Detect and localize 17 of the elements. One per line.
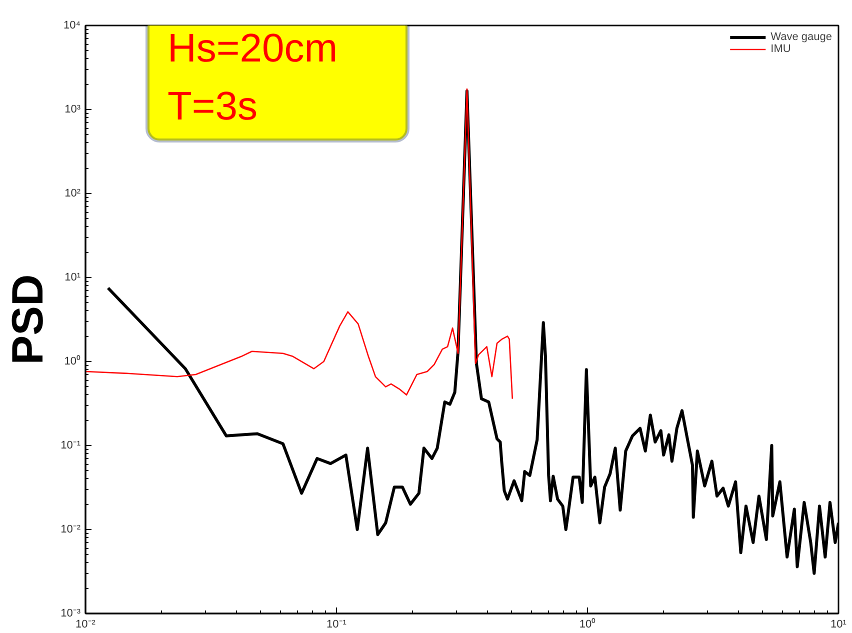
legend-label: IMU xyxy=(770,43,791,55)
annotation: T=3s xyxy=(168,84,258,128)
y-tick-label: 10³ xyxy=(64,104,81,116)
x-tick-label: 10⁰ xyxy=(579,618,596,630)
annotation: Hs=20cm xyxy=(168,26,338,70)
y-tick-label: 10⁻³ xyxy=(60,608,81,620)
x-tick-label: 10⁻¹ xyxy=(326,618,347,630)
y-tick-label: 10⁰ xyxy=(64,354,81,368)
x-tick-label: 10⁻² xyxy=(76,618,96,630)
y-tick-label: 10⁴ xyxy=(64,20,81,32)
y-tick-label: 10² xyxy=(64,188,81,200)
y-tick-label: 10⁻² xyxy=(60,524,81,536)
y-tick-label: 10¹ xyxy=(64,272,81,284)
y-axis-title: PSD xyxy=(4,274,53,365)
y-tick-label: 10⁻¹ xyxy=(60,440,81,452)
x-tick-label: 10¹ xyxy=(830,618,847,630)
legend-label: Wave gauge xyxy=(770,31,832,43)
